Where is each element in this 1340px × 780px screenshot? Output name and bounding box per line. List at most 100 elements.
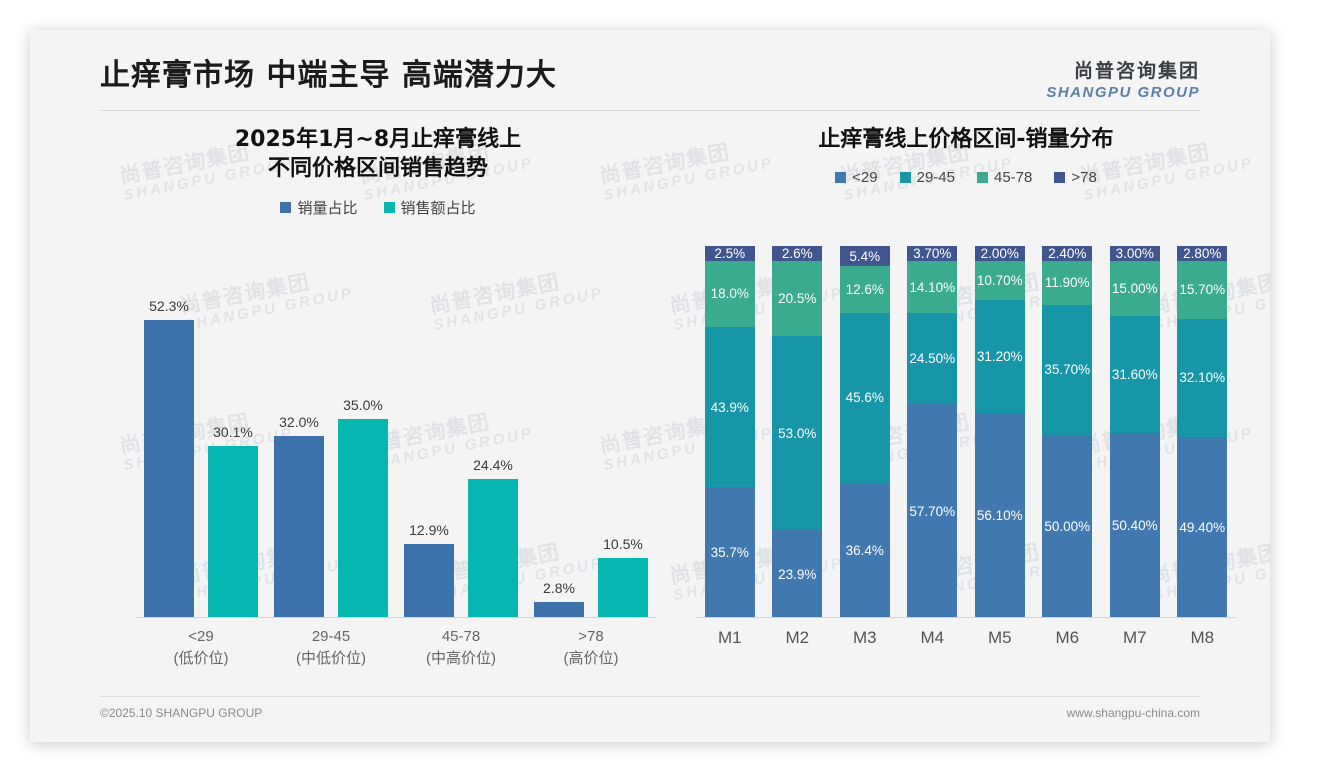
x-tick-range: >78 <box>578 628 604 645</box>
slide: 尚普咨询集团 SHANGPU GROUP 尚普咨询集团 SHANGPU GROUP 尚普… <box>30 30 1270 742</box>
stack-segment[interactable]: 12.6% <box>839 266 890 313</box>
stack: 2.80% 15.70% 32.10% 49.40% <box>1177 246 1228 618</box>
stack-segment[interactable]: 20.5% <box>772 261 823 337</box>
stack-segment[interactable]: 14.10% <box>907 261 958 314</box>
stack: 2.5% 18.0% 43.9% 35.7% <box>704 246 755 618</box>
x-tick-range: 45-78 <box>441 628 481 645</box>
bar[interactable] <box>144 319 194 618</box>
right-chart-legend: <29 29-45 45-78 >78 <box>678 169 1254 186</box>
segment-value-label: 35.70% <box>1044 362 1091 378</box>
segment-value-label: 31.20% <box>976 349 1023 365</box>
bar-column[interactable]: 10.5% <box>598 276 648 618</box>
bar[interactable] <box>534 602 584 618</box>
stack-segment[interactable]: 49.40% <box>1177 436 1228 618</box>
legend-swatch-icon <box>899 171 911 183</box>
stack-segment[interactable]: 57.70% <box>907 404 958 618</box>
bar-column[interactable]: 32.0% <box>274 276 324 618</box>
footer-website[interactable]: www.shangpu-china.com <box>1066 706 1200 720</box>
bar-value-label: 10.5% <box>603 536 643 553</box>
bar[interactable] <box>274 435 324 618</box>
x-tick-label: M2 <box>785 628 810 647</box>
stacked-bar-column[interactable]: 3.00% 15.00% 31.60% 50.40% <box>1101 246 1169 618</box>
stack-segment[interactable]: 31.60% <box>1109 316 1160 433</box>
bar-value-label: 2.8% <box>543 580 575 597</box>
legend-item-3[interactable]: 45-78 <box>977 169 1032 186</box>
segment-value-label: 18.0% <box>710 286 749 302</box>
stack-segment[interactable]: 50.00% <box>1042 435 1093 618</box>
bar-value-label: 32.0% <box>279 413 319 430</box>
stacked-bar-column[interactable]: 3.70% 14.10% 24.50% 57.70% <box>899 246 967 618</box>
left-chart-x-tick-labels: <29 (低价位) 29-45 (中低价位) 45-78 (中高价位) >78 (高价位) <box>136 620 656 676</box>
legend-swatch-icon <box>835 171 847 183</box>
stack-segment[interactable]: 15.00% <box>1109 261 1160 317</box>
stack-segment[interactable]: 3.00% <box>1109 246 1160 261</box>
x-tick-label: >78 (高价位) <box>526 620 656 676</box>
stacked-bar-columns: 2.5% 18.0% 43.9% 35.7% 2.6% 20.5% 53.0% 23.9% 5.… <box>696 246 1236 618</box>
stack-segment[interactable]: 18.0% <box>704 261 755 327</box>
legend-item-2[interactable]: 29-45 <box>899 169 955 186</box>
stack: 3.70% 14.10% 24.50% 57.70% <box>907 246 958 618</box>
right-chart-x-tick-labels: M1 M2 M3 M4 M5 M6 M7 M8 <box>696 628 1236 662</box>
stack-segment[interactable]: 53.0% <box>772 336 823 531</box>
segment-value-label: 2.00% <box>980 246 1019 261</box>
x-tick-label: M3 <box>852 628 877 647</box>
bar-column[interactable]: 24.4% <box>468 276 518 618</box>
stack-segment[interactable]: 2.6% <box>772 246 823 261</box>
stack-segment[interactable]: 50.40% <box>1109 432 1160 618</box>
bar[interactable] <box>404 544 454 618</box>
stack-segment[interactable]: 43.9% <box>704 326 755 488</box>
stacked-bar-column[interactable]: 2.80% 15.70% 32.10% 49.40% <box>1169 246 1237 618</box>
stack-segment[interactable]: 31.20% <box>974 299 1025 414</box>
stack-segment[interactable]: 2.80% <box>1177 246 1228 261</box>
stack-segment[interactable]: 35.70% <box>1042 304 1093 436</box>
stack-segment[interactable]: 11.90% <box>1042 261 1093 305</box>
stack-segment[interactable]: 45.6% <box>839 312 890 483</box>
segment-value-label: 36.4% <box>845 542 884 558</box>
stacked-bar-column[interactable]: 2.5% 18.0% 43.9% 35.7% <box>696 246 764 618</box>
stack-segment[interactable]: 56.10% <box>974 413 1025 618</box>
stack-segment[interactable]: 5.4% <box>839 246 890 267</box>
slide-footer: ©2025.10 SHANGPU GROUP www.shangpu-china… <box>100 706 1200 726</box>
legend-swatch-icon <box>977 171 988 183</box>
stack-segment[interactable]: 10.70% <box>974 261 1025 300</box>
legend-item-1[interactable]: 销量占比 <box>280 197 358 218</box>
stack-segment[interactable]: 24.50% <box>907 313 958 405</box>
stack-segment[interactable]: 32.10% <box>1177 318 1228 437</box>
bar-column[interactable]: 30.1% <box>208 276 258 618</box>
stack-segment[interactable]: 15.70% <box>1177 261 1228 319</box>
segment-value-label: 35.7% <box>710 545 749 561</box>
right-chart-title-line1: 止痒膏线上价格区间-销量分布 <box>818 127 1114 152</box>
bar-column[interactable]: 12.9% <box>404 276 454 618</box>
bar-value-label: 12.9% <box>409 522 449 539</box>
brand-logo: 尚普咨询集团 SHANGPU GROUP <box>1046 56 1200 101</box>
stack-segment[interactable]: 36.4% <box>839 482 890 618</box>
stack-segment[interactable]: 3.70% <box>907 246 958 261</box>
logo-text-cn: 尚普咨询集团 <box>1073 60 1200 82</box>
bar-column[interactable]: 35.0% <box>338 276 388 618</box>
segment-value-label: 11.90% <box>1044 275 1090 291</box>
legend-item-2[interactable]: 销售额占比 <box>383 197 476 218</box>
stacked-bar-column[interactable]: 2.00% 10.70% 31.20% 56.10% <box>966 246 1034 618</box>
segment-value-label: 14.10% <box>909 279 956 295</box>
bar-column[interactable]: 2.8% <box>534 276 584 618</box>
stacked-bar-column[interactable]: 2.6% 20.5% 53.0% 23.9% <box>764 246 832 618</box>
stack-segment[interactable]: 2.5% <box>704 246 755 261</box>
segment-value-label: 5.4% <box>849 248 881 264</box>
bar[interactable] <box>338 418 388 618</box>
bar[interactable] <box>598 558 648 618</box>
right-chart-title: 止痒膏线上价格区间-销量分布 <box>678 126 1254 155</box>
stack-segment[interactable]: 2.00% <box>974 246 1025 261</box>
legend-item-4[interactable]: >78 <box>1054 169 1097 186</box>
stack-segment[interactable]: 2.40% <box>1042 246 1093 261</box>
stacked-bar-column[interactable]: 2.40% 11.90% 35.70% 50.00% <box>1034 246 1102 618</box>
stack-segment[interactable]: 23.9% <box>772 530 823 618</box>
bar[interactable] <box>208 446 258 618</box>
bar[interactable] <box>468 478 518 618</box>
bar-value-label: 52.3% <box>149 297 189 314</box>
bar-column[interactable]: 52.3% <box>144 276 194 618</box>
segment-value-label: 32.10% <box>1179 370 1226 386</box>
stacked-bar-column[interactable]: 5.4% 12.6% 45.6% 36.4% <box>831 246 899 618</box>
stack-segment[interactable]: 35.7% <box>704 487 755 618</box>
x-tick-label: 45-78 (中高价位) <box>396 620 526 676</box>
legend-item-1[interactable]: <29 <box>835 169 878 186</box>
